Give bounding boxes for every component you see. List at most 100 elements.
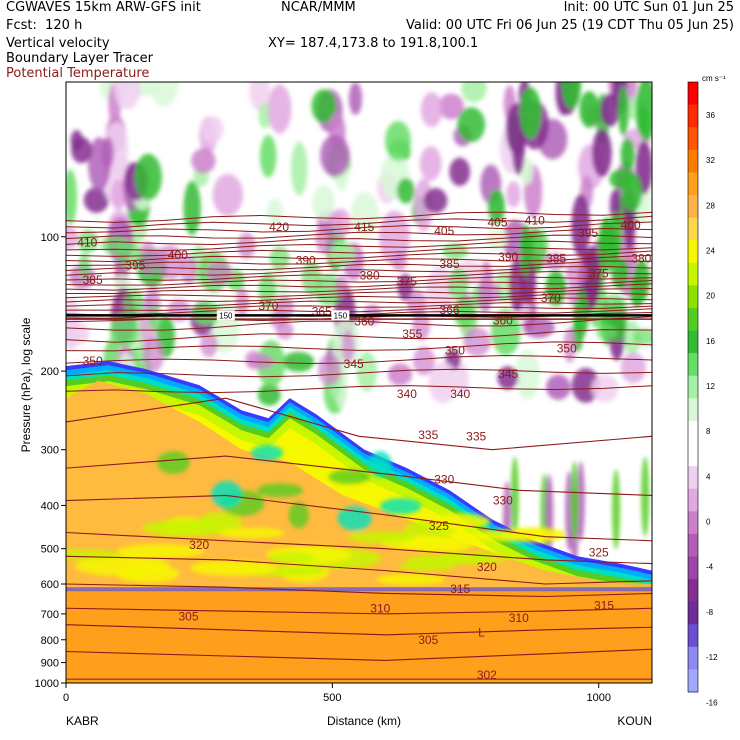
colorbar-tick-label: 4	[706, 472, 711, 481]
theta-labels: 420 415 405 405 410 395 400 410 400 395 390 385 390 3…	[77, 214, 651, 682]
theta-label: 305	[179, 610, 199, 624]
y-tick-label: 700	[41, 609, 59, 621]
colorbar-swatch	[688, 533, 698, 557]
header-line3-left: Vertical velocity	[6, 36, 110, 51]
theta-label: 360	[354, 315, 374, 329]
y-axis-ticks: 100 200 300 400 500 600 700 800 900 1000	[35, 232, 66, 690]
y-tick-label: 500	[41, 544, 59, 556]
colorbar-tick-label: 24	[706, 246, 715, 255]
colorbar-swatch	[688, 375, 698, 399]
theta-label: 380	[360, 268, 380, 282]
theta-label: 366	[440, 303, 460, 317]
theta-label: 405	[434, 224, 454, 238]
theta-label: 315	[450, 582, 470, 596]
colorbar-swatch	[688, 579, 698, 603]
theta-label: L	[478, 625, 485, 639]
y-tick-label: 200	[41, 366, 59, 378]
colorbar-tick-label: 20	[706, 292, 715, 301]
header-line3-right: XY= 187.4,173.8 to 191.8,100.1	[268, 36, 479, 51]
theta-label: 325	[429, 519, 449, 533]
theta-label: 390	[498, 250, 518, 264]
colorbar-swatch	[688, 624, 698, 648]
x-axis-label: Distance (km)	[327, 714, 401, 728]
theta-label: 330	[493, 494, 513, 508]
theta-label: 310	[370, 601, 390, 615]
colorbar-swatch	[688, 285, 698, 309]
theta-label: 350	[83, 354, 103, 368]
theta-label: 345	[344, 357, 364, 371]
colorbar-swatch	[688, 172, 698, 196]
header-line2-left: Fcst: 120 h	[6, 18, 83, 33]
colorbar-tick-label: 32	[706, 156, 715, 165]
theta-label: 385	[83, 273, 103, 287]
colorbar-swatch	[688, 149, 698, 173]
theta-label: 370	[258, 299, 278, 313]
colorbar-tick-label: -8	[706, 608, 714, 617]
theta-label: 315	[594, 598, 614, 612]
theta-label: 375	[397, 275, 417, 289]
theta-label: 410	[77, 235, 97, 249]
theta-label: 380	[631, 252, 651, 266]
header-line4-left: Boundary Layer Tracer	[6, 51, 153, 66]
colorbar-swatch	[688, 398, 698, 422]
theta-label: 335	[418, 428, 438, 442]
theta-label: 320	[189, 538, 209, 552]
y-tick-label: 100	[41, 232, 59, 244]
header-line1-right: Init: 00 UTC Sun 01 Jun 25	[563, 0, 734, 15]
theta-label: 405	[487, 216, 507, 230]
theta-label: 400	[621, 218, 641, 232]
y-tick-label: 600	[41, 579, 59, 591]
theta-label: 375	[589, 267, 609, 281]
x-end-right: KOUN	[617, 714, 652, 728]
colorbar-tick-label: 36	[706, 111, 715, 120]
theta-label: 395	[125, 259, 145, 273]
colorbar-swatch	[688, 307, 698, 332]
colorbar-swatch	[688, 353, 698, 377]
header-line1-left: CGWAVES 15km ARW-GFS init	[6, 0, 201, 15]
header-line2-right: Valid: 00 UTC Fri 06 Jun 25 (19 CDT Thu …	[405, 18, 734, 33]
colorbar-swatch	[688, 420, 698, 444]
y-axis-label: Pressure (hPa), log scale	[19, 317, 33, 452]
theta-label: 355	[402, 327, 422, 341]
theta-label: 320	[477, 560, 497, 574]
tropopause-label: 150	[219, 311, 233, 320]
theta-label: 350	[557, 342, 577, 356]
colorbar-swatch	[688, 217, 698, 241]
y-tick-label: 800	[41, 635, 59, 647]
y-tick-label: 400	[41, 500, 59, 512]
colorbar-tick-label: 8	[706, 427, 711, 436]
colorbar-swatch	[688, 669, 698, 693]
theta-label: 325	[589, 546, 609, 560]
theta-label: 370	[541, 291, 561, 305]
theta-label: 400	[168, 248, 188, 262]
theta-label: 415	[354, 220, 374, 234]
theta-label: 340	[450, 387, 470, 401]
colorbar-tick-label: 28	[706, 201, 715, 210]
colorbar-tick-label: 0	[706, 518, 711, 527]
colorbar-swatch	[688, 240, 698, 264]
theta-label: 350	[445, 344, 465, 358]
colorbar-tick-label: 16	[706, 337, 715, 346]
theta-label: 395	[578, 226, 598, 240]
theta-label: 335	[466, 429, 486, 443]
theta-label: 345	[498, 367, 518, 381]
theta-label: 390	[296, 253, 316, 267]
theta-label: 410	[525, 214, 545, 228]
colorbar-swatch	[688, 104, 698, 128]
boundary-layer-tracer	[66, 361, 652, 683]
header-line5-left: Potential Temperature	[6, 66, 150, 81]
colorbar-swatch	[688, 488, 698, 512]
x-end-left: KABR	[66, 714, 99, 728]
colorbar-swatch	[688, 262, 698, 286]
potential-temperature-contours	[66, 211, 652, 680]
colorbar-swatch	[688, 646, 698, 670]
colorbar-swatch	[688, 466, 698, 490]
theta-label: 340	[397, 387, 417, 401]
theta-label: 302	[477, 668, 497, 682]
y-tick-label: 900	[41, 658, 59, 670]
colorbar-swatch	[688, 601, 698, 625]
x-axis-ticks: 0 500 1000	[63, 683, 611, 704]
colorbar-swatch	[688, 127, 698, 151]
colorbar-frame	[687, 81, 699, 693]
